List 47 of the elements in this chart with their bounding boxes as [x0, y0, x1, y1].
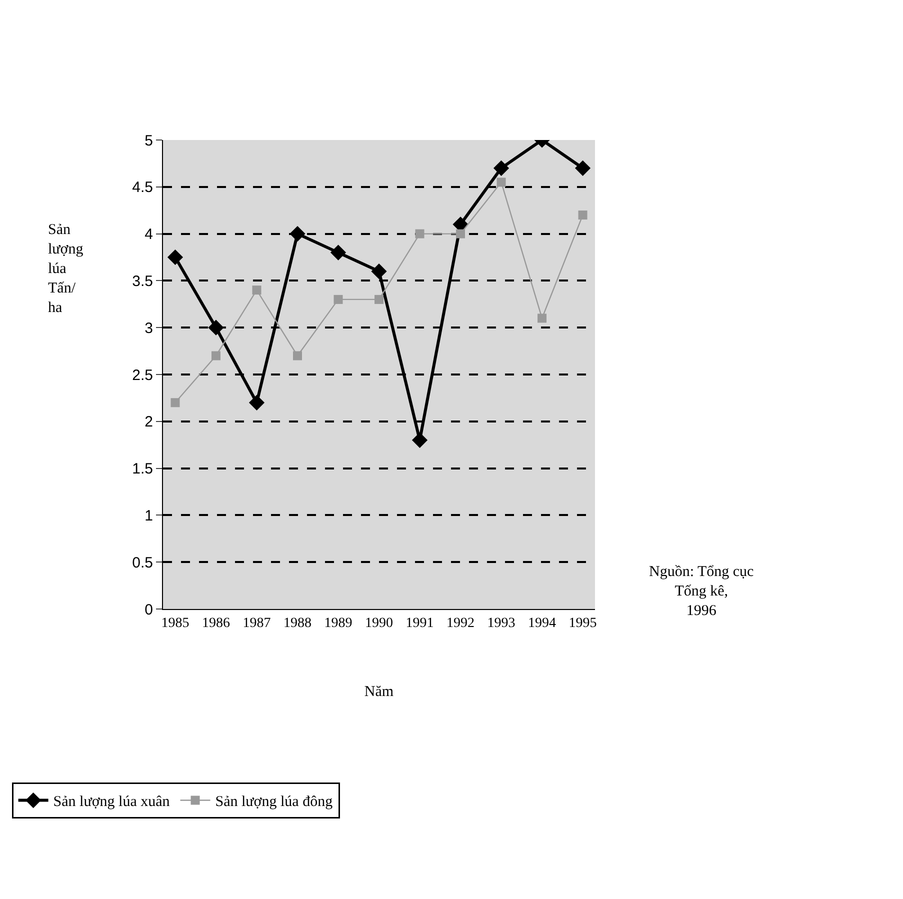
point: [578, 210, 588, 220]
point: [415, 229, 424, 238]
y-tick-label: 4.5: [132, 179, 153, 196]
x-tick-label: 1992: [446, 616, 475, 631]
point: [456, 229, 466, 238]
point: [493, 160, 510, 176]
x-tick-label: 1991: [406, 616, 434, 631]
point: [167, 249, 184, 266]
point: [412, 432, 428, 448]
point: [211, 351, 220, 360]
x-tick-label: 1994: [528, 616, 556, 631]
y-tick-label: 1: [144, 507, 153, 524]
y-tick-label: 2.5: [132, 366, 153, 384]
point: [371, 264, 387, 280]
point: [574, 160, 591, 176]
y-tick-label: 2: [144, 414, 153, 431]
y-tick-label: 5: [144, 132, 153, 150]
text: Nguồn: Tổng cục Tống kê, 1996: [649, 564, 754, 619]
point: [292, 351, 302, 360]
x-tick-label: 1987: [242, 616, 271, 631]
point: [330, 244, 346, 260]
x-tick-label: 1990: [365, 616, 393, 631]
y-tick-label: 1.5: [132, 460, 153, 478]
point: [496, 178, 506, 187]
point: [248, 394, 265, 410]
y-tick-label: 4: [144, 226, 153, 244]
x-tick-label: 1993: [487, 616, 516, 631]
y-axis-title: Sản lượng lúa Tấn/ ha: [48, 222, 84, 316]
x-axis-title: Năm: [364, 684, 394, 700]
x-tick-label: 1986: [202, 616, 230, 631]
point: [334, 294, 343, 304]
y-tick-label: 3: [144, 320, 153, 337]
point: [170, 398, 180, 408]
point: [252, 286, 262, 295]
y-tick-label: 0: [144, 601, 153, 618]
point: [208, 320, 224, 336]
x-tick-label: 1995: [568, 616, 597, 631]
x-tick-label: 1989: [324, 616, 352, 631]
y-tick-label: 3.5: [132, 272, 153, 290]
x-tick-label: 1985: [161, 616, 190, 631]
y-tick-label: 0.5: [132, 554, 153, 572]
legend-label: Sản lượng lúa xuân: [53, 794, 170, 810]
legend-label: Sản lượng lúa đông: [215, 794, 334, 810]
x-tick-label: 1988: [283, 616, 312, 631]
point: [290, 226, 306, 242]
point: [374, 294, 384, 304]
point: [538, 314, 547, 323]
